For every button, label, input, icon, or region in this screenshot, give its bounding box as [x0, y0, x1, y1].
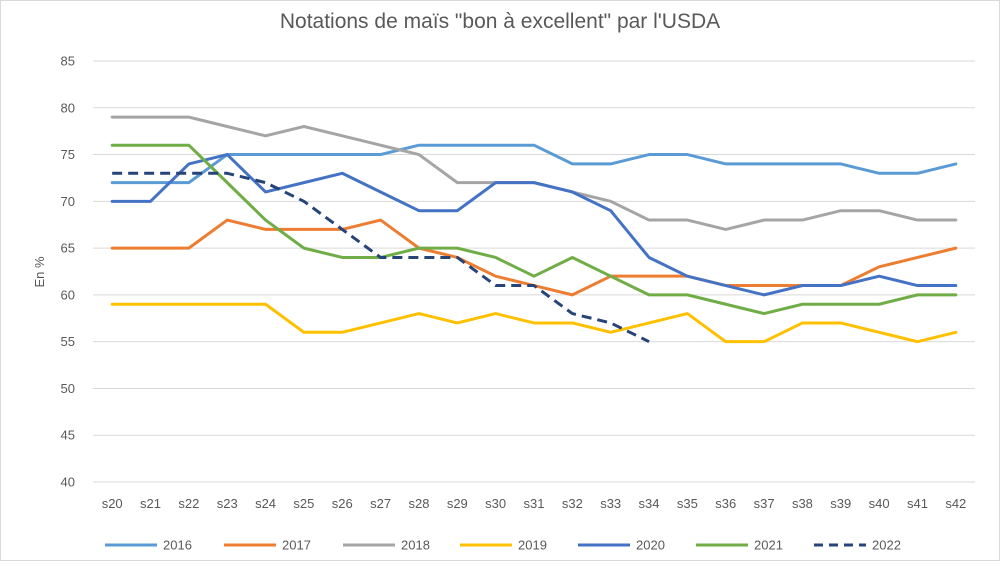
legend-label: 2020	[636, 538, 665, 553]
x-tick-label: s41	[907, 496, 928, 511]
x-tick-label: s39	[830, 496, 851, 511]
y-axis-label: En %	[32, 256, 47, 288]
x-tick-label: s20	[102, 496, 123, 511]
legend-label: 2022	[872, 538, 901, 553]
x-tick-label: s26	[332, 496, 353, 511]
y-tick-label: 75	[61, 147, 75, 162]
legend-label: 2018	[401, 538, 430, 553]
y-tick-label: 65	[61, 241, 75, 256]
y-tick-label: 50	[61, 381, 75, 396]
y-tick-label: 70	[61, 194, 75, 209]
x-tick-label: s34	[639, 496, 660, 511]
x-tick-label: s25	[293, 496, 314, 511]
y-tick-label: 80	[61, 100, 75, 115]
x-tick-label: s27	[370, 496, 391, 511]
x-tick-label: s31	[524, 496, 545, 511]
x-tick-label: s24	[255, 496, 276, 511]
legend-label: 2017	[282, 538, 311, 553]
x-tick-label: s30	[485, 496, 506, 511]
x-tick-label: s42	[945, 496, 966, 511]
x-tick-label: s33	[600, 496, 621, 511]
x-tick-label: s36	[715, 496, 736, 511]
x-tick-label: s29	[447, 496, 468, 511]
x-axis-ticks: s20 s21 s22 s23 s24 s25 s26 s27 s28 s29 s30 s31 s32 s…	[102, 496, 967, 511]
x-tick-label: s28	[408, 496, 429, 511]
x-tick-label: s37	[754, 496, 775, 511]
y-tick-label: 60	[61, 287, 75, 302]
x-tick-label: s32	[562, 496, 583, 511]
chart-title: Notations de maïs "bon à excellent" par …	[280, 10, 720, 33]
legend-label: 2019	[518, 538, 547, 553]
x-tick-label: s21	[140, 496, 161, 511]
y-tick-label: 40	[61, 475, 75, 490]
legend-label: 2021	[754, 538, 783, 553]
x-tick-label: s22	[178, 496, 199, 511]
y-tick-label: 55	[61, 334, 75, 349]
x-tick-label: s23	[217, 496, 238, 511]
y-tick-label: 45	[61, 428, 75, 443]
legend-label: 2016	[163, 538, 192, 553]
x-tick-label: s40	[869, 496, 890, 511]
x-tick-label: s35	[677, 496, 698, 511]
y-tick-label: 85	[61, 54, 75, 69]
x-tick-label: s38	[792, 496, 813, 511]
